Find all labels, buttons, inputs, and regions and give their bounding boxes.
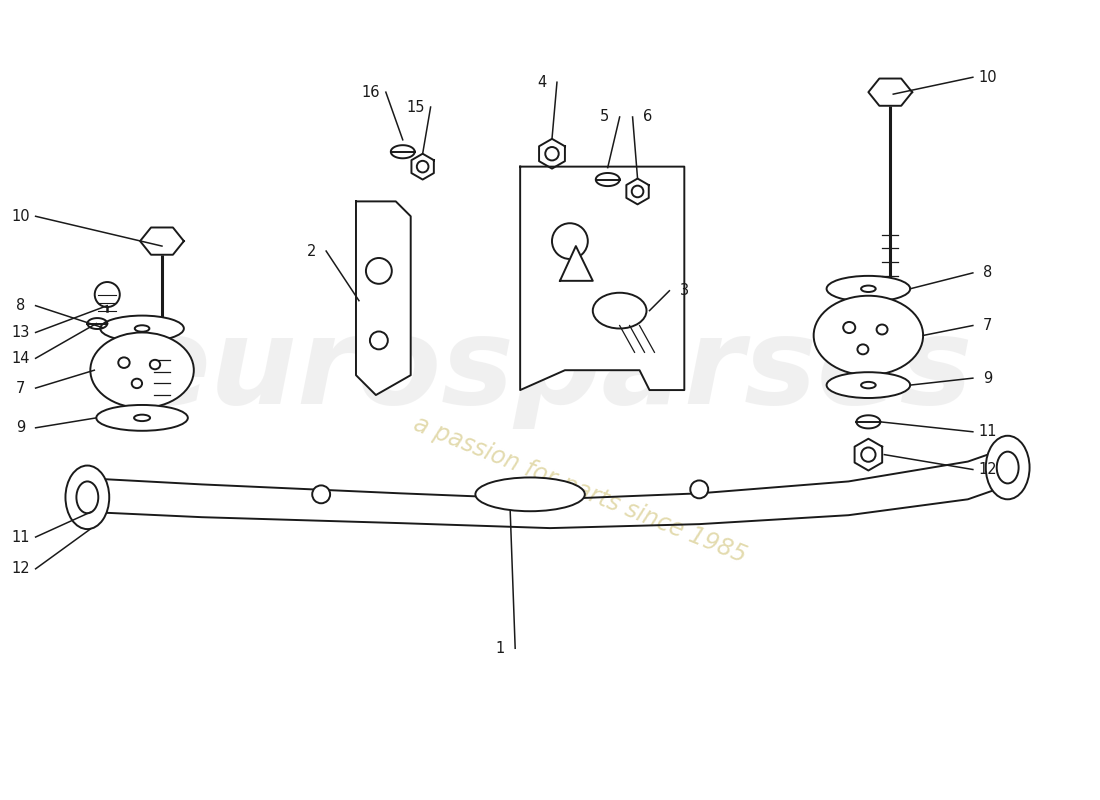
Text: 8: 8 bbox=[16, 298, 25, 313]
Text: 2: 2 bbox=[307, 243, 316, 258]
Ellipse shape bbox=[90, 333, 194, 408]
Text: 7: 7 bbox=[16, 381, 25, 395]
Ellipse shape bbox=[861, 382, 876, 388]
Text: 16: 16 bbox=[362, 85, 381, 100]
Text: 13: 13 bbox=[11, 325, 30, 340]
Ellipse shape bbox=[150, 360, 161, 370]
Ellipse shape bbox=[986, 436, 1030, 499]
Text: 5: 5 bbox=[601, 110, 609, 125]
Text: 15: 15 bbox=[406, 99, 425, 114]
Circle shape bbox=[366, 258, 392, 284]
Polygon shape bbox=[539, 139, 565, 169]
Text: 12: 12 bbox=[979, 462, 997, 477]
Text: 4: 4 bbox=[538, 74, 547, 90]
Text: 8: 8 bbox=[983, 266, 992, 280]
Ellipse shape bbox=[76, 482, 98, 514]
Polygon shape bbox=[626, 178, 649, 204]
Text: 11: 11 bbox=[11, 530, 30, 545]
Polygon shape bbox=[560, 246, 593, 281]
Text: 10: 10 bbox=[11, 209, 30, 224]
Polygon shape bbox=[855, 438, 882, 470]
Polygon shape bbox=[356, 202, 410, 395]
Polygon shape bbox=[140, 227, 184, 254]
Circle shape bbox=[546, 147, 559, 161]
Ellipse shape bbox=[877, 325, 888, 334]
Text: 12: 12 bbox=[11, 562, 30, 576]
Ellipse shape bbox=[132, 378, 142, 388]
Text: 11: 11 bbox=[979, 424, 997, 439]
Text: 7: 7 bbox=[983, 318, 992, 333]
Ellipse shape bbox=[66, 466, 109, 529]
Circle shape bbox=[370, 331, 388, 350]
Ellipse shape bbox=[826, 372, 910, 398]
Ellipse shape bbox=[857, 344, 868, 354]
Text: 10: 10 bbox=[979, 70, 997, 85]
Circle shape bbox=[95, 282, 120, 307]
Ellipse shape bbox=[97, 405, 188, 430]
Ellipse shape bbox=[826, 276, 910, 302]
Text: eurosparses: eurosparses bbox=[128, 312, 972, 429]
Circle shape bbox=[417, 161, 429, 173]
Ellipse shape bbox=[475, 478, 585, 511]
Circle shape bbox=[861, 447, 876, 462]
Ellipse shape bbox=[844, 322, 856, 333]
Ellipse shape bbox=[593, 293, 647, 329]
Text: a passion for parts since 1985: a passion for parts since 1985 bbox=[410, 411, 750, 567]
Circle shape bbox=[691, 481, 708, 498]
Ellipse shape bbox=[119, 358, 130, 368]
Text: 1: 1 bbox=[496, 641, 505, 656]
Circle shape bbox=[552, 223, 587, 259]
Text: 6: 6 bbox=[642, 110, 652, 125]
Polygon shape bbox=[868, 78, 912, 106]
Circle shape bbox=[631, 186, 644, 198]
Text: 9: 9 bbox=[16, 420, 25, 435]
Text: 3: 3 bbox=[680, 283, 689, 298]
Polygon shape bbox=[520, 166, 684, 390]
Ellipse shape bbox=[134, 414, 150, 421]
Text: 14: 14 bbox=[11, 350, 30, 366]
Ellipse shape bbox=[861, 286, 876, 292]
Ellipse shape bbox=[135, 326, 150, 332]
Ellipse shape bbox=[997, 452, 1019, 483]
Text: 9: 9 bbox=[983, 370, 992, 386]
Polygon shape bbox=[411, 154, 433, 179]
Ellipse shape bbox=[814, 296, 923, 375]
Circle shape bbox=[312, 486, 330, 503]
Ellipse shape bbox=[100, 315, 184, 342]
